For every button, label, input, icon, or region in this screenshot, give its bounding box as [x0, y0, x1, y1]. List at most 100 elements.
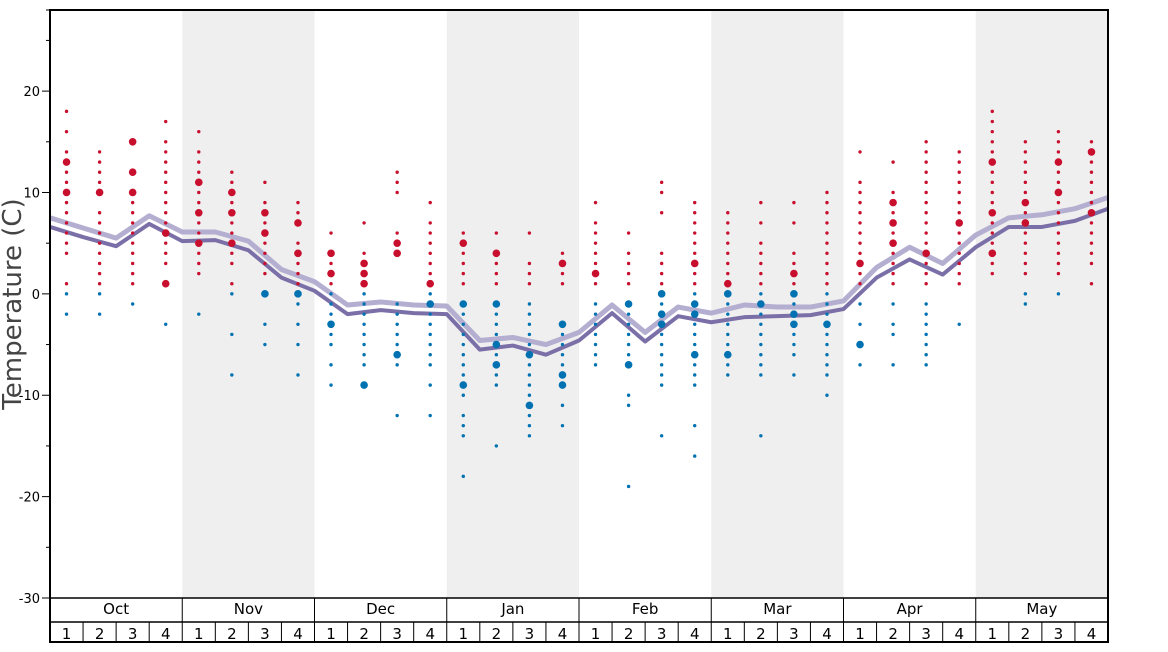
month-label-dec: Dec — [366, 600, 395, 618]
warm-dot — [1056, 200, 1061, 205]
warm-dot — [294, 249, 302, 258]
cold-dot — [759, 312, 763, 316]
warm-dot — [164, 221, 168, 225]
warm-dot — [726, 211, 730, 215]
warm-dot — [1089, 241, 1094, 245]
cold-dot — [726, 302, 730, 306]
cold-dot — [792, 302, 796, 306]
warm-dot — [659, 251, 664, 256]
warm-dot — [924, 221, 928, 225]
warm-dot — [1023, 261, 1028, 266]
warm-dot — [988, 208, 997, 217]
warm-dot — [459, 239, 468, 247]
cold-dot — [726, 363, 730, 367]
warm-dot — [988, 249, 997, 258]
warm-dot — [1089, 251, 1094, 256]
warm-dot — [395, 190, 399, 195]
warm-dot — [395, 180, 399, 185]
warm-dot — [194, 239, 203, 247]
cold-dot — [296, 342, 300, 347]
warm-dot — [393, 239, 401, 247]
warm-dot — [527, 231, 532, 235]
warm-dot — [327, 249, 335, 258]
cold-dot — [130, 302, 135, 306]
cold-dot — [329, 302, 333, 306]
warm-dot — [1056, 221, 1061, 225]
cold-dot — [726, 332, 730, 337]
week-label: 1 — [855, 625, 865, 643]
warm-dot — [263, 241, 267, 245]
cold-dot — [461, 332, 465, 337]
cold-dot — [527, 423, 532, 428]
warm-dot — [527, 261, 532, 266]
warm-dot — [494, 261, 499, 266]
week-label: 4 — [822, 625, 832, 643]
warm-dot — [1087, 208, 1096, 217]
cold-dot — [362, 302, 366, 306]
cold-dot — [693, 332, 697, 337]
warm-dot — [296, 261, 300, 266]
cold-dot — [759, 292, 763, 296]
cold-dot — [527, 302, 532, 306]
warm-dot — [990, 180, 994, 185]
warm-dot — [164, 170, 168, 174]
warm-dot — [263, 251, 267, 256]
cold-dot — [723, 290, 732, 298]
cold-dot — [492, 300, 501, 308]
warm-dot — [1023, 211, 1028, 215]
cold-dot — [757, 300, 765, 308]
warm-dot — [494, 282, 499, 286]
cold-dot — [626, 393, 631, 397]
cold-dot — [164, 322, 168, 326]
month-label-may: May — [1026, 600, 1057, 618]
cold-dot — [527, 363, 532, 367]
month-label-oct: Oct — [103, 600, 129, 618]
warm-dot — [858, 251, 862, 256]
cold-dot — [329, 332, 333, 337]
week-label: 1 — [723, 625, 733, 643]
warm-dot — [792, 200, 796, 205]
warm-dot — [263, 200, 267, 205]
warm-dot — [64, 282, 69, 286]
warm-dot — [990, 231, 994, 235]
cold-dot — [263, 342, 267, 347]
y-axis-label: Temperature (C) — [0, 198, 28, 410]
warm-dot — [891, 160, 895, 164]
warm-dot — [924, 190, 928, 195]
cold-dot — [261, 290, 269, 298]
warm-dot — [593, 261, 598, 266]
warm-dot — [1023, 231, 1028, 235]
cold-dot — [924, 332, 928, 337]
week-label: 2 — [359, 625, 369, 643]
warm-dot — [593, 282, 598, 286]
cold-dot — [792, 332, 796, 337]
warm-dot — [957, 231, 961, 235]
warm-dot — [360, 259, 368, 268]
cold-dot — [560, 403, 565, 408]
warm-dot — [889, 198, 897, 207]
cold-dot — [626, 312, 631, 316]
cold-dot — [461, 474, 465, 479]
warm-dot — [1089, 140, 1094, 144]
warm-dot — [889, 239, 897, 247]
warm-dot — [64, 109, 69, 114]
warm-dot — [1023, 160, 1028, 164]
warm-dot — [759, 282, 763, 286]
warm-dot — [693, 282, 697, 286]
warm-dot — [1056, 180, 1061, 185]
warm-dot — [194, 178, 203, 187]
cold-dot — [957, 322, 961, 326]
cold-dot — [759, 352, 763, 357]
week-label: 4 — [1087, 625, 1097, 643]
month-label-feb: Feb — [632, 600, 659, 618]
warm-dot — [130, 200, 135, 205]
month-label-apr: Apr — [897, 600, 924, 618]
month-bands — [182, 10, 1108, 598]
warm-dot — [1089, 190, 1094, 195]
cold-dot — [527, 393, 532, 397]
warm-dot — [164, 261, 168, 266]
cold-dot — [527, 413, 532, 418]
cold-dot — [428, 332, 432, 337]
warm-dot — [130, 271, 135, 276]
